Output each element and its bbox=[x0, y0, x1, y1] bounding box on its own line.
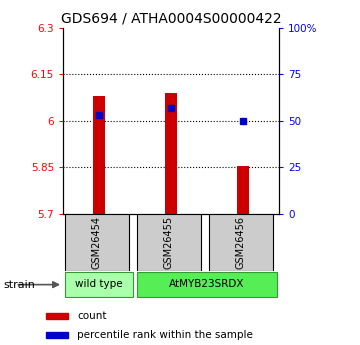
Bar bbox=[93, 96, 105, 214]
Text: count: count bbox=[77, 311, 107, 321]
FancyBboxPatch shape bbox=[65, 214, 129, 271]
Text: AtMYB23SRDX: AtMYB23SRDX bbox=[169, 279, 245, 289]
Text: percentile rank within the sample: percentile rank within the sample bbox=[77, 330, 253, 340]
Text: GSM26455: GSM26455 bbox=[164, 216, 174, 269]
Bar bbox=[45, 332, 68, 338]
Text: wild type: wild type bbox=[75, 279, 123, 289]
FancyBboxPatch shape bbox=[137, 214, 201, 271]
FancyBboxPatch shape bbox=[209, 214, 273, 271]
FancyBboxPatch shape bbox=[65, 272, 133, 297]
Text: GSM26456: GSM26456 bbox=[236, 216, 246, 269]
Text: strain: strain bbox=[4, 280, 36, 289]
Bar bbox=[45, 313, 68, 319]
Text: GSM26454: GSM26454 bbox=[92, 216, 102, 269]
Bar bbox=[237, 166, 249, 214]
FancyBboxPatch shape bbox=[137, 272, 277, 297]
Title: GDS694 / ATHA0004S00000422: GDS694 / ATHA0004S00000422 bbox=[61, 11, 281, 25]
Bar bbox=[165, 93, 177, 214]
